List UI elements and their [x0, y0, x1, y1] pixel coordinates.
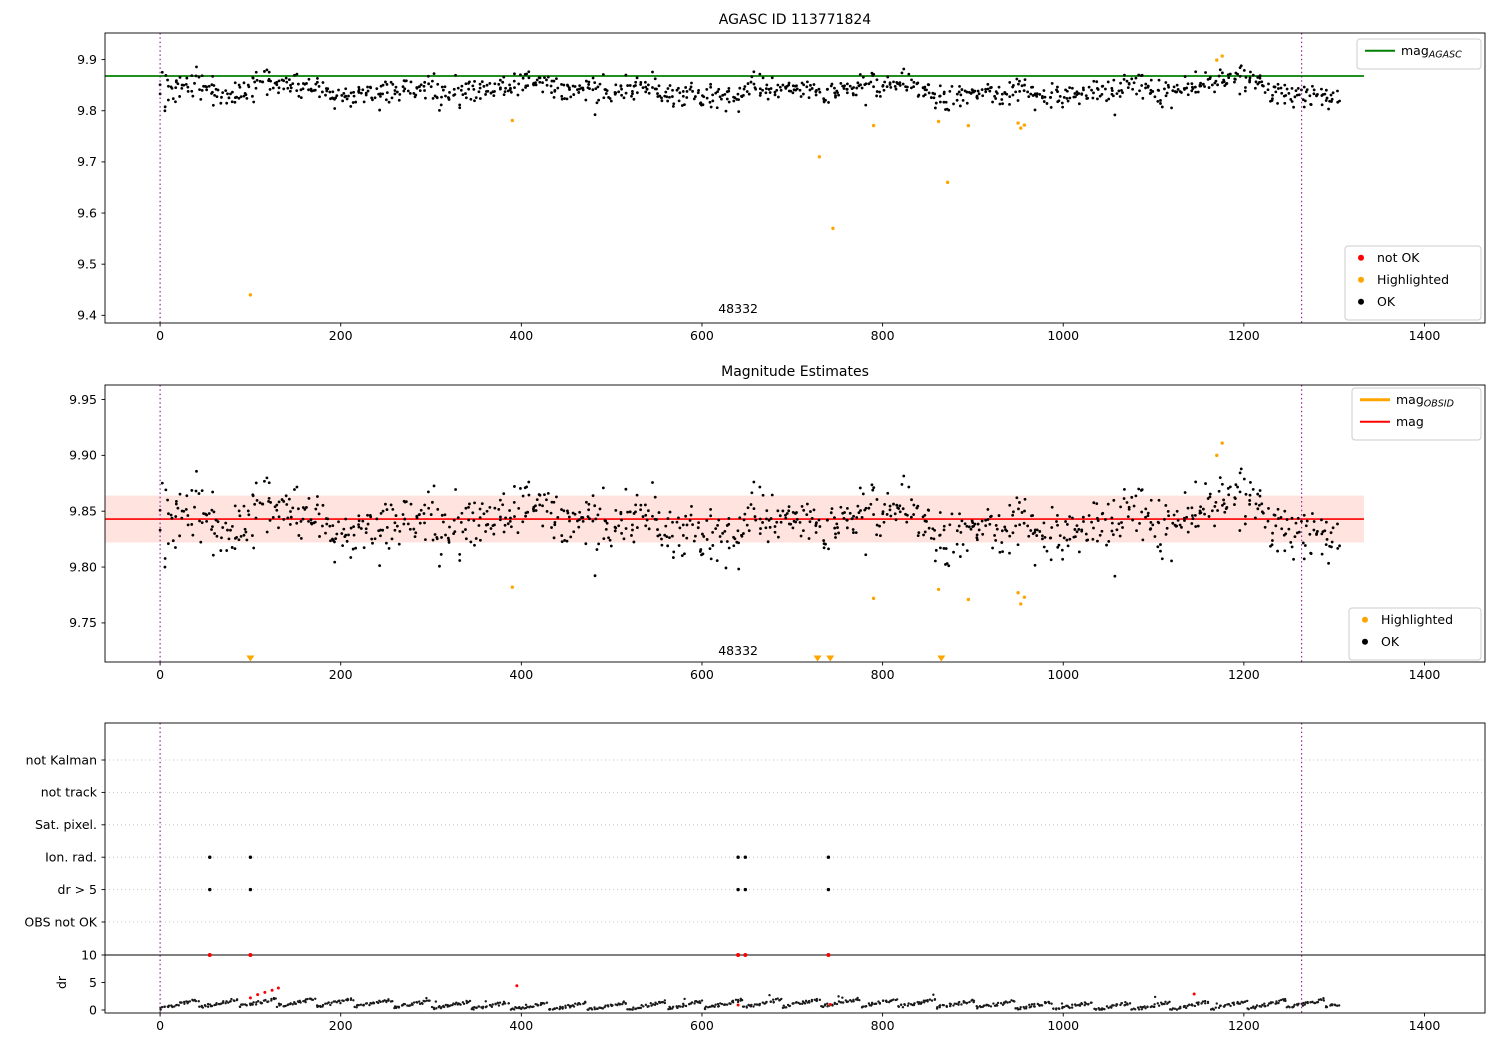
mid-obsid-vlines	[159, 385, 1303, 662]
svg-text:200: 200	[329, 667, 353, 682]
svg-text:OK: OK	[1377, 294, 1396, 309]
svg-text:48332: 48332	[718, 643, 758, 658]
svg-text:Ion. rad.: Ion. rad.	[45, 850, 97, 865]
svg-text:400: 400	[509, 328, 533, 343]
top-axes: 0 200 400 600 800 1000 1200 1400 9.4 9.5 9.6 9.7 9.8…	[77, 32, 1486, 343]
svg-text:0: 0	[156, 667, 164, 682]
mid-legend-markers: Highlighted OK	[1348, 607, 1482, 661]
svg-text:not Kalman: not Kalman	[26, 752, 97, 767]
svg-text:not OK: not OK	[1377, 250, 1420, 265]
svg-text:9.8: 9.8	[77, 103, 97, 118]
svg-text:600: 600	[690, 1018, 714, 1033]
mid-obsid-annotation: 48332	[718, 643, 758, 658]
bottom-dr-scatter	[159, 993, 1341, 1011]
top-plot-title: AGASC ID 113771824	[718, 12, 872, 28]
svg-text:1400: 1400	[1409, 328, 1441, 343]
mid-clipped-markers	[246, 655, 946, 662]
svg-text:400: 400	[509, 667, 533, 682]
top-ok-scatter	[158, 64, 1341, 117]
svg-text:Highlighted: Highlighted	[1377, 272, 1449, 287]
svg-text:9.7: 9.7	[77, 154, 97, 169]
bottom-dr-exceed-points	[207, 953, 831, 957]
svg-text:9.6: 9.6	[77, 205, 97, 220]
svg-text:5: 5	[89, 975, 97, 990]
svg-text:0: 0	[156, 328, 164, 343]
svg-text:600: 600	[690, 667, 714, 682]
svg-text:0: 0	[89, 1002, 97, 1017]
svg-text:0: 0	[156, 1018, 164, 1033]
svg-text:1400: 1400	[1409, 1018, 1441, 1033]
svg-text:dr > 5: dr > 5	[58, 882, 97, 897]
svg-text:dr: dr	[54, 975, 69, 989]
svg-text:9.80: 9.80	[69, 559, 97, 574]
svg-text:10: 10	[81, 947, 97, 962]
svg-text:1000: 1000	[1047, 667, 1079, 682]
mid-axes: 0 200 400 600 800 1000 1200 1400 9.75 9.80 9.85 9.9…	[69, 384, 1486, 682]
svg-text:magOBSID: magOBSID	[1396, 392, 1454, 410]
top-legend-line: magAGASC	[1356, 38, 1482, 70]
svg-text:1400: 1400	[1409, 667, 1441, 682]
svg-text:48332: 48332	[718, 301, 758, 316]
svg-text:9.4: 9.4	[77, 308, 97, 323]
bottom-axes: 0 200 400 600 800 1000 1200 1400 not Kalman not t…	[24, 722, 1486, 1033]
bottom-flag-points	[208, 855, 831, 892]
svg-text:200: 200	[329, 328, 353, 343]
mid-ok-scatter	[158, 467, 1341, 578]
bottom-gridlines	[105, 759, 1485, 923]
svg-text:not track: not track	[41, 785, 98, 800]
svg-text:800: 800	[871, 1018, 895, 1033]
svg-text:1000: 1000	[1047, 1018, 1079, 1033]
svg-text:9.5: 9.5	[77, 256, 97, 271]
svg-text:mag: mag	[1396, 414, 1424, 429]
svg-text:OBS not OK: OBS not OK	[24, 914, 97, 929]
svg-text:9.9: 9.9	[77, 52, 97, 67]
top-highlighted-scatter	[248, 54, 1224, 297]
middle-plot-title: Magnitude Estimates	[721, 364, 869, 380]
svg-text:9.90: 9.90	[69, 448, 97, 463]
svg-text:9.75: 9.75	[69, 615, 97, 630]
mid-highlighted-scatter	[510, 441, 1224, 606]
svg-text:1200: 1200	[1228, 328, 1260, 343]
svg-text:600: 600	[690, 328, 714, 343]
svg-text:200: 200	[329, 1018, 353, 1033]
svg-text:9.95: 9.95	[69, 392, 97, 407]
mid-legend-lines: magOBSID mag	[1351, 387, 1482, 441]
bottom-dr-axis-label: dr	[54, 975, 69, 989]
top-obsid-annotation: 48332	[718, 301, 758, 316]
svg-text:800: 800	[871, 667, 895, 682]
svg-text:1200: 1200	[1228, 667, 1260, 682]
bottom-dr-red-points	[248, 984, 1196, 1007]
svg-text:800: 800	[871, 328, 895, 343]
svg-text:Sat. pixel.: Sat. pixel.	[35, 817, 97, 832]
top-legend-markers: not OK Highlighted OK	[1344, 245, 1482, 321]
top-obsid-vlines	[159, 33, 1303, 323]
svg-text:1000: 1000	[1047, 328, 1079, 343]
bottom-obsid-vlines	[159, 723, 1303, 1013]
svg-text:Highlighted: Highlighted	[1381, 612, 1453, 627]
svg-text:magAGASC: magAGASC	[1401, 43, 1462, 61]
svg-text:OK: OK	[1381, 634, 1400, 649]
svg-text:1200: 1200	[1228, 1018, 1260, 1033]
svg-text:400: 400	[509, 1018, 533, 1033]
svg-text:9.85: 9.85	[69, 504, 97, 519]
